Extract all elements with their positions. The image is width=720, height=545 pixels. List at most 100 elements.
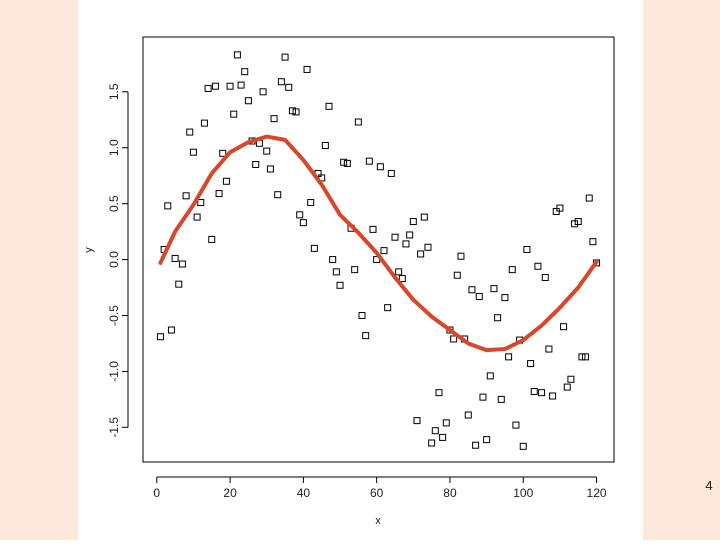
data-point (189, 148, 197, 156)
data-point (508, 266, 516, 274)
data-point (541, 273, 549, 281)
data-point (292, 108, 300, 116)
y-tick-label: -0.5 (107, 305, 121, 326)
data-point (343, 159, 351, 167)
data-point (442, 419, 450, 427)
data-point (376, 163, 384, 171)
x-tick-label: 40 (297, 486, 311, 500)
data-point (497, 395, 505, 403)
x-tick-label: 0 (153, 486, 160, 500)
data-point (226, 82, 234, 90)
data-point (241, 68, 249, 76)
data-point (402, 240, 410, 248)
data-point (321, 141, 329, 149)
x-axis-label: x (375, 515, 381, 527)
data-point (450, 335, 458, 343)
data-point (428, 439, 436, 447)
data-point (505, 353, 513, 361)
data-point (527, 360, 535, 368)
data-point (307, 199, 315, 207)
data-point (340, 158, 348, 166)
data-point (563, 383, 571, 391)
data-point (182, 192, 190, 200)
x-tick-label: 60 (370, 486, 384, 500)
data-point (167, 326, 175, 334)
data-point (420, 213, 428, 221)
data-point (483, 436, 491, 444)
data-point (171, 254, 179, 262)
data-point (578, 353, 586, 361)
data-point (457, 252, 465, 260)
data-point (362, 332, 370, 340)
x-tick-label: 120 (587, 486, 607, 500)
data-point (530, 388, 538, 396)
data-point (413, 417, 421, 425)
data-point (219, 149, 227, 157)
x-tick-label: 20 (223, 486, 237, 500)
data-point (387, 169, 395, 177)
data-point (560, 323, 568, 331)
data-point (567, 375, 575, 383)
data-point (244, 97, 252, 105)
data-point (310, 244, 318, 252)
data-point (263, 147, 271, 155)
data-point (380, 247, 388, 255)
data-point (534, 262, 542, 270)
data-point (545, 345, 553, 353)
data-point (156, 333, 164, 341)
y-tick-label: -1.0 (107, 361, 121, 382)
data-point (369, 225, 377, 233)
data-point (274, 191, 282, 199)
data-point (175, 280, 183, 288)
data-point (431, 427, 439, 435)
data-point (222, 177, 230, 185)
data-point (164, 202, 172, 210)
data-point (193, 213, 201, 221)
y-axis-label: y (83, 247, 95, 253)
plot-box (142, 36, 615, 463)
data-point (299, 219, 307, 227)
data-point (479, 393, 487, 401)
data-point (549, 392, 557, 400)
data-point (409, 218, 417, 226)
y-tick-label: 1.0 (107, 139, 121, 156)
data-point (204, 84, 212, 92)
data-point (252, 161, 260, 168)
x-tick-label: 80 (443, 486, 457, 500)
data-point (398, 275, 406, 283)
data-point (571, 220, 579, 228)
data-point (186, 128, 194, 136)
data-point (233, 51, 241, 59)
data-point (336, 281, 344, 289)
data-point (574, 218, 582, 226)
data-point (417, 250, 425, 258)
data-point (325, 102, 333, 110)
data-point (464, 411, 472, 419)
data-point (230, 110, 238, 118)
y-tick-label: 0.0 (107, 251, 121, 268)
data-point (391, 233, 399, 241)
page-number: 4 (705, 478, 712, 493)
data-point (556, 204, 564, 212)
data-point (354, 118, 362, 126)
data-point (237, 81, 245, 89)
data-point (475, 292, 483, 300)
data-point (523, 246, 531, 253)
data-point (358, 311, 366, 319)
y-tick-label: 0.5 (107, 195, 121, 212)
data-point (200, 119, 208, 127)
data-point (468, 286, 476, 294)
data-point (270, 115, 278, 123)
data-point (395, 268, 403, 276)
data-point (486, 372, 494, 380)
data-point (215, 190, 223, 198)
content-area (78, 0, 643, 540)
data-point (439, 433, 447, 441)
data-point (589, 238, 597, 246)
data-point (501, 294, 509, 302)
data-point (281, 53, 289, 61)
data-point (538, 389, 546, 397)
data-point (365, 157, 373, 165)
data-point (472, 441, 480, 449)
